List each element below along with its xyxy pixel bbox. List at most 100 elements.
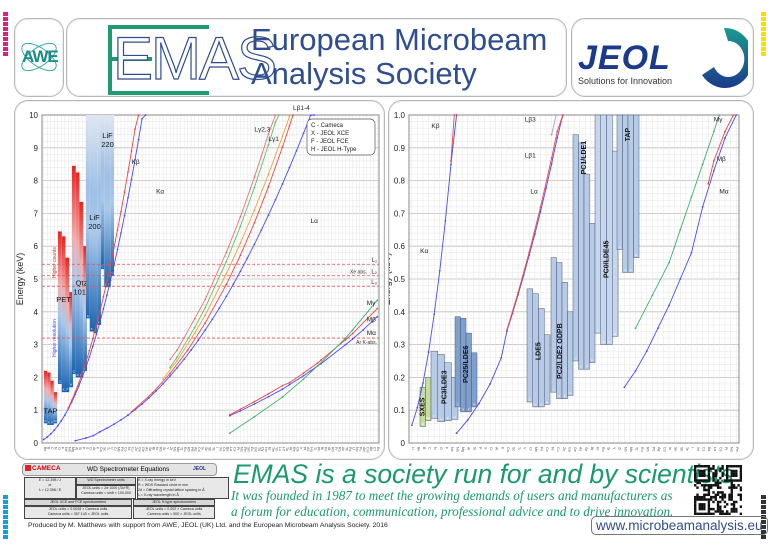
spectrometer-code: X (462, 407, 464, 411)
x-tick-label: Ti (517, 447, 521, 450)
x-tick-label: Zn (562, 447, 566, 451)
data-point (634, 327, 637, 330)
y-tick-label: 0 (401, 439, 406, 448)
y-tick-label: 2 (34, 373, 39, 382)
data-point (92, 345, 94, 347)
website-link[interactable]: www.microbeamanalysis.eu (591, 516, 768, 535)
data-point (517, 291, 519, 294)
x-tick-label: Ac (341, 447, 345, 451)
crystal-label: PC1/LDE1 (581, 141, 588, 175)
x-tick-label: Zn (134, 447, 138, 451)
crystal-label: PET (56, 295, 71, 304)
data-point (376, 299, 379, 302)
x-tick-label: Mn (116, 447, 120, 452)
data-point (106, 427, 108, 430)
x-tick-label: Cr (528, 447, 532, 452)
crystal-bar (44, 370, 48, 424)
data-point (344, 337, 347, 339)
x-tick-label: Sm (246, 447, 250, 452)
data-point (130, 410, 133, 413)
spectrometer-code: F (468, 407, 470, 411)
data-point (56, 424, 59, 427)
crystal-bar (83, 246, 87, 371)
series-Lγ2,3: Lγ2,3 (169, 114, 277, 361)
htype-header: JEOL H-type spectrometers (133, 499, 215, 506)
crystal-bar (454, 316, 461, 408)
x-tick-label: Er (267, 447, 271, 451)
emas-logo-bar (112, 57, 152, 61)
data-point (155, 390, 157, 392)
crystal-bar (471, 352, 478, 408)
x-tick-label: Cu (556, 447, 560, 452)
units-header: WD Spectrometer units (76, 477, 136, 485)
x-tick-label: Ar (495, 447, 499, 451)
data-point (478, 402, 480, 405)
x-tick-label: Fr (334, 447, 338, 451)
series-label: Kα (156, 189, 164, 196)
data-point (274, 121, 277, 124)
x-tick-label: Tc (635, 447, 639, 451)
awe-orbit-icon (21, 42, 57, 72)
data-point (151, 391, 154, 394)
spectrometer-code: C (433, 414, 436, 418)
data-point (444, 220, 447, 222)
data-point (267, 185, 270, 188)
x-tick-label: U (352, 447, 356, 450)
data-point (427, 351, 430, 354)
data-point (134, 128, 136, 130)
series-line (43, 114, 146, 440)
x-tick-label: Ho (264, 447, 268, 452)
data-point (95, 333, 98, 336)
crystal-bar (606, 114, 613, 345)
plot-frame (41, 114, 380, 444)
spectrometer-code: H (635, 253, 637, 257)
series-label: Mα (719, 189, 728, 196)
x-tick-label: Se (584, 447, 588, 451)
x-tick-label: Nd (730, 447, 734, 452)
data-point (690, 251, 693, 254)
data-point (176, 359, 179, 362)
data-point (316, 362, 319, 364)
series-line (162, 116, 290, 380)
spectrometer-code: H (591, 358, 593, 362)
data-point (141, 403, 143, 405)
data-point (668, 304, 670, 307)
series-label: Kα (420, 248, 428, 255)
crystal-bar (544, 334, 551, 405)
series-Lγ1: Lγ1 (169, 114, 280, 369)
spectrometer-code: F (66, 388, 68, 392)
crystal-label: PC25/LDE6 (463, 346, 470, 383)
x-tick-label: W (288, 447, 292, 451)
qr-code[interactable] (694, 465, 743, 516)
data-point (260, 155, 263, 157)
x-tick-label: Se (148, 447, 152, 451)
x-tick-label: Nd (239, 447, 243, 452)
data-point (253, 415, 256, 418)
crystal-bar (104, 115, 108, 288)
society-title-line2: Analysis Society (251, 56, 477, 91)
data-point (204, 314, 207, 316)
x-tick-label: Zr (618, 447, 622, 451)
crystal-bar (79, 201, 84, 378)
series-line (635, 114, 720, 329)
crystal-label: 200 (88, 222, 101, 231)
data-point (228, 413, 231, 416)
x-tick-label: B (422, 447, 426, 450)
data-point (116, 248, 119, 251)
x-tick-label: Li (411, 447, 415, 450)
data-point (99, 430, 101, 433)
y-tick-label: 5 (34, 275, 39, 284)
spectrometer-code: X (580, 365, 582, 369)
series-line (551, 114, 557, 135)
data-point (144, 114, 147, 116)
x-tick-label: La (713, 447, 717, 451)
plot-frame (408, 114, 740, 444)
data-point (77, 385, 80, 387)
x-tick-label: Co (123, 447, 127, 452)
data-point (239, 409, 242, 412)
x-tick-label: Np (355, 447, 359, 452)
x-tick-label: Fe (120, 447, 124, 451)
x-tick-label: Al (467, 447, 471, 450)
